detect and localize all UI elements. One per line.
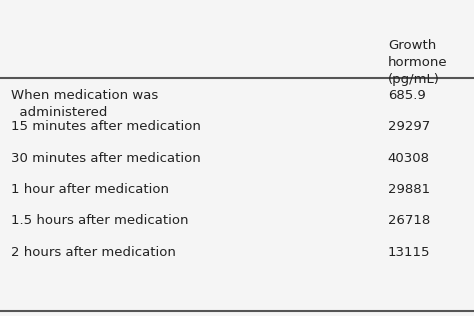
Text: 685.9: 685.9: [388, 89, 426, 102]
Text: 40308: 40308: [388, 152, 430, 165]
Text: 15 minutes after medication: 15 minutes after medication: [11, 120, 201, 133]
Text: 13115: 13115: [388, 246, 430, 259]
Text: Growth
hormone
(pg/mL): Growth hormone (pg/mL): [388, 39, 447, 86]
Text: 29881: 29881: [388, 183, 430, 196]
Text: 1 hour after medication: 1 hour after medication: [11, 183, 169, 196]
Text: 2 hours after medication: 2 hours after medication: [11, 246, 176, 259]
Text: 26718: 26718: [388, 214, 430, 228]
Text: 29297: 29297: [388, 120, 430, 133]
Text: When medication was
  administered: When medication was administered: [11, 89, 158, 118]
Text: 1.5 hours after medication: 1.5 hours after medication: [11, 214, 188, 228]
Text: 30 minutes after medication: 30 minutes after medication: [11, 152, 201, 165]
